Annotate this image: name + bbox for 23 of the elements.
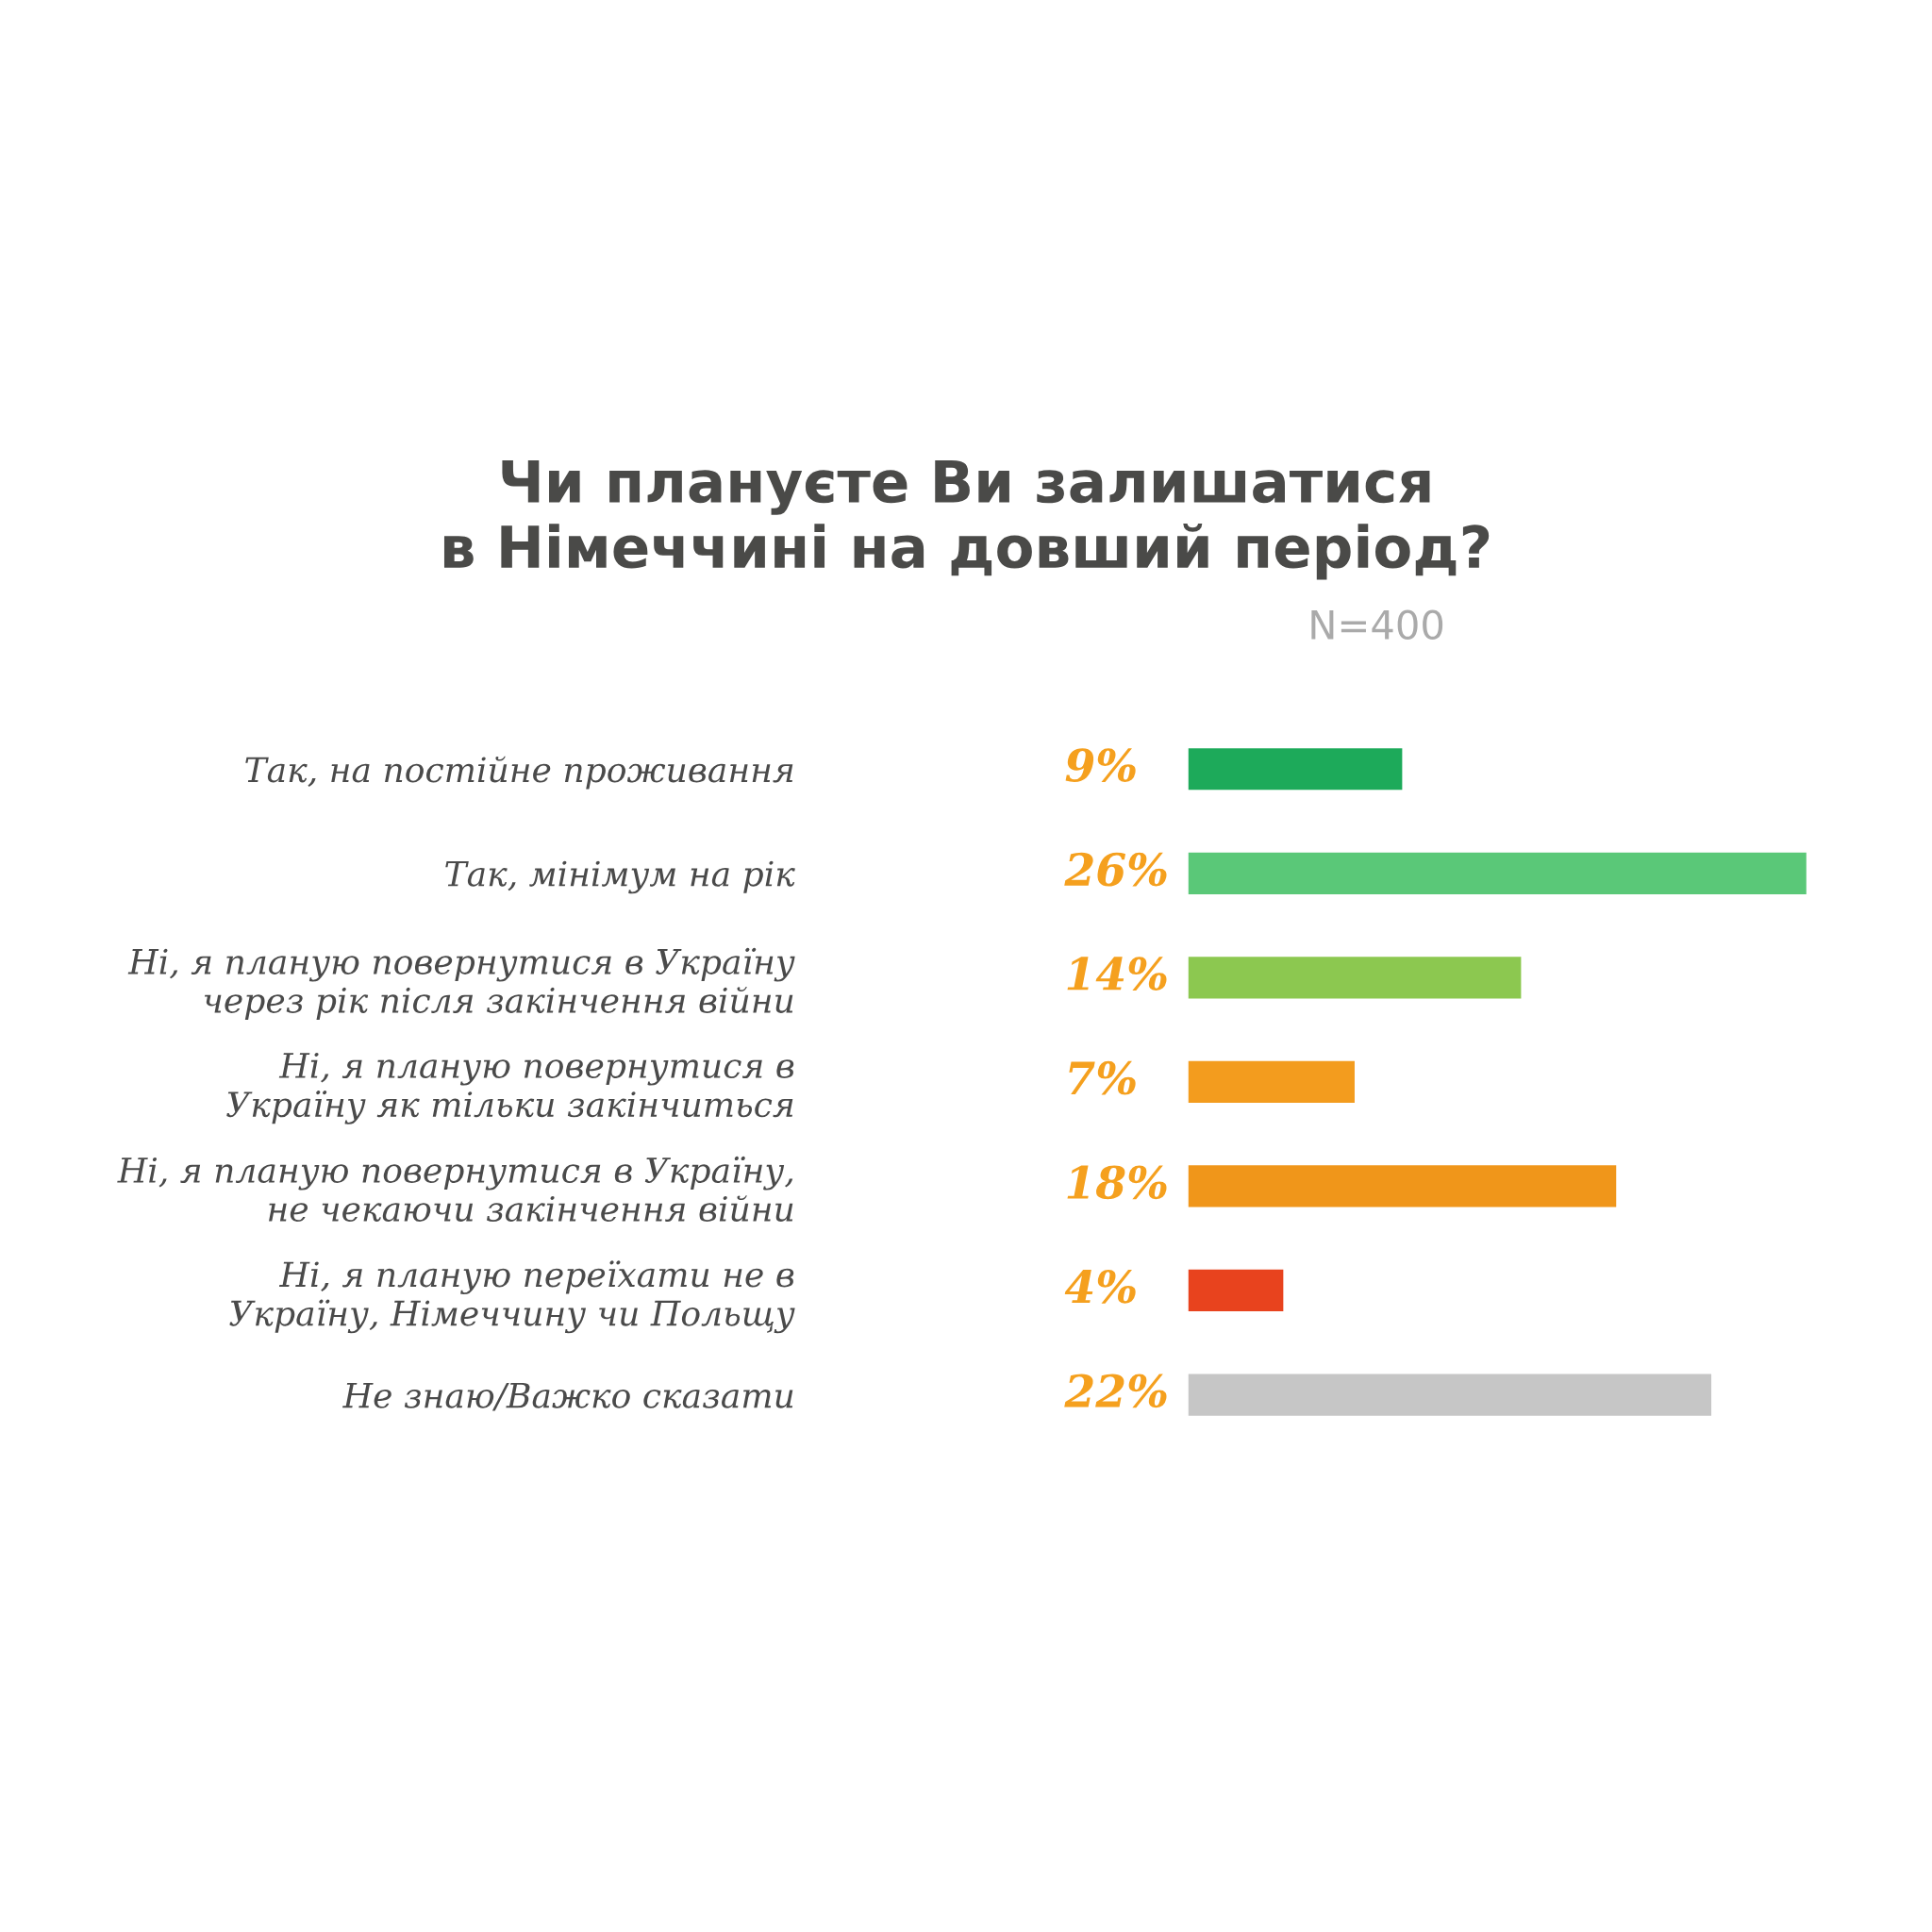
y-tick-label: Ні, я планую переїхати не в Україну, Німеччину чи Польщу	[229, 1260, 795, 1334]
y-tick-label: Ні, я планую повернутися в Україну через рік після закінчення війни	[127, 947, 795, 1020]
bar	[1188, 1374, 1712, 1416]
y-tick-label: Так, мінімум на рік	[445, 860, 795, 894]
data-label: 26%	[1064, 852, 1167, 887]
y-tick-label: Ні, я планую повернутися в Україну, не чекаючи закінчення війни	[117, 1156, 793, 1222]
data-label: 9%	[1065, 748, 1136, 782]
data-label: 14%	[1067, 957, 1167, 991]
bar	[1188, 1060, 1355, 1103]
y-tick-label: Ні, я планую повернутися в Україну як тільки закінчиться	[226, 1052, 794, 1124]
bar	[1188, 748, 1403, 791]
bar	[1188, 852, 1807, 894]
chart-title: Чи плануєте Ви залишатися в Німеччині на довший період?	[443, 459, 1490, 580]
bar	[1188, 957, 1522, 999]
data-label: 18%	[1067, 1165, 1167, 1200]
data-label: 7%	[1069, 1060, 1136, 1095]
bar	[1188, 1165, 1617, 1208]
data-label: 4%	[1064, 1269, 1136, 1304]
data-label: 22%	[1064, 1374, 1167, 1408]
chart-subtitle: N=400	[1311, 609, 1443, 641]
y-tick-label: Так, на постійне проживання	[245, 756, 793, 790]
bar	[1188, 1269, 1284, 1312]
y-tick-label: Не знаю/Важко сказати	[342, 1382, 793, 1411]
